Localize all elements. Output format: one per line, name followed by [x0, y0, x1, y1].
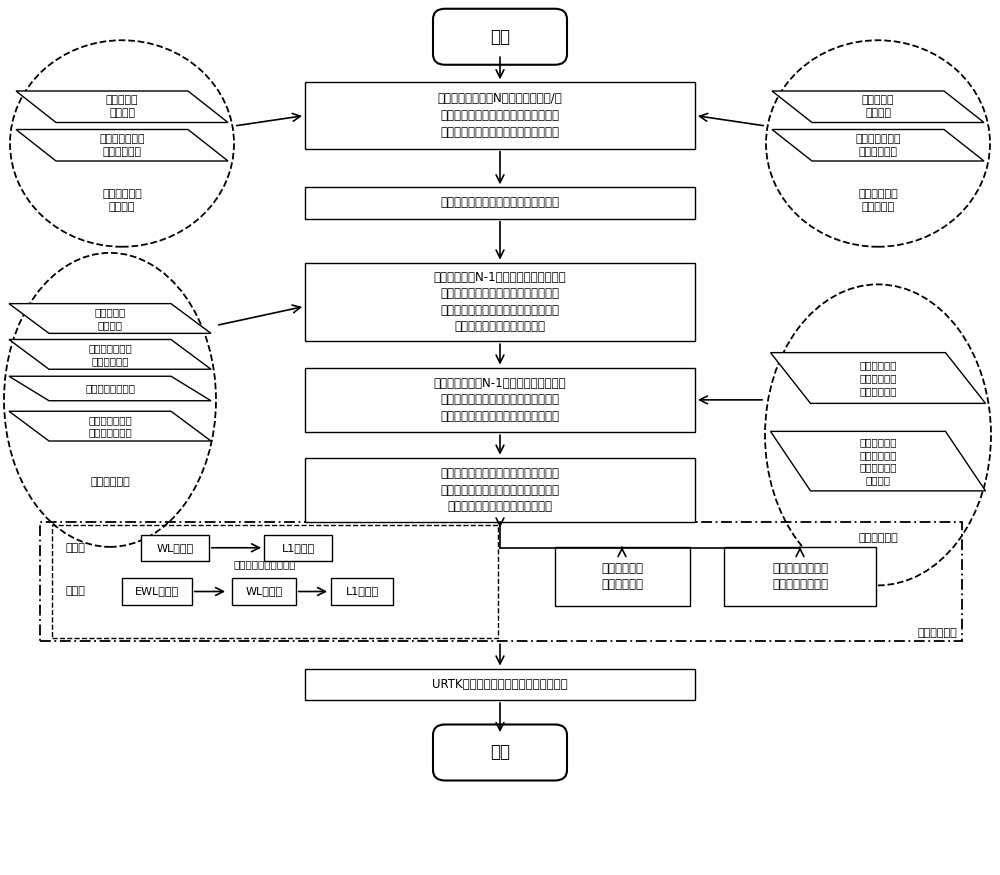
Text: WL模糊度: WL模糊度 — [245, 586, 283, 597]
Bar — [40, 522, 962, 641]
Text: 双频：: 双频： — [66, 542, 86, 553]
Text: 卖星硬件延迟误差: 卖星硬件延迟误差 — [85, 383, 135, 394]
Bar — [141, 535, 209, 561]
Text: URTK模糊度固定解对应的精密定位结果: URTK模糊度固定解对应的精密定位结果 — [432, 678, 568, 690]
Bar — [232, 578, 296, 605]
Text: 测站在星方向电
离层延迟误差: 测站在星方向电 离层延迟误差 — [855, 134, 901, 157]
FancyBboxPatch shape — [433, 724, 567, 780]
Text: 残余的天顶对
流层延迟估値: 残余的天顶对 流层延迟估値 — [601, 562, 643, 592]
FancyBboxPatch shape — [433, 9, 567, 65]
Polygon shape — [9, 304, 211, 333]
Text: 通过伪距单点定位获得用户处近似坐标: 通过伪距单点定位获得用户处近似坐标 — [440, 197, 560, 209]
Text: 天顶对流层
延迟误差: 天顶对流层 延迟误差 — [862, 95, 894, 118]
Text: L1模糊度: L1模糊度 — [281, 542, 315, 553]
Polygon shape — [16, 91, 228, 123]
Polygon shape — [770, 431, 986, 491]
Bar — [305, 187, 695, 219]
Bar — [331, 578, 393, 605]
Text: 测站在星方向电
离层延迟误差: 测站在星方向电 离层延迟误差 — [99, 134, 145, 157]
Bar — [52, 525, 498, 638]
Bar — [554, 547, 690, 606]
Text: 参数估计过程: 参数估计过程 — [917, 628, 957, 638]
Polygon shape — [9, 411, 211, 441]
Bar — [264, 535, 332, 561]
Polygon shape — [9, 340, 211, 369]
Text: 区域增强信息: 区域增强信息 — [90, 477, 130, 487]
Polygon shape — [770, 353, 986, 403]
Bar — [305, 458, 695, 522]
Text: 天顶对流层
延迟误差: 天顶对流层 延迟误差 — [94, 307, 126, 330]
Polygon shape — [772, 130, 984, 161]
Text: 测站在星方向
电离层延迟残
余误差的大小
和稳定性: 测站在星方向 电离层延迟残 余误差的大小 和稳定性 — [859, 437, 897, 486]
Bar — [724, 547, 876, 606]
Bar — [122, 578, 192, 605]
Text: 三频：: 三频： — [66, 586, 86, 597]
Text: 波长从长到短逐步固定: 波长从长到短逐步固定 — [234, 559, 296, 570]
Text: 选择用户周边N-1个较近的参考站，利用
所选参考站处播发的区域增强信息内插
得到用户处误差改正量，并对用户的载
波相位和伪距观测值进行精化: 选择用户周边N-1个较近的参考站，利用 所选参考站处播发的区域增强信息内插 得到… — [434, 270, 566, 333]
Text: 天顶对流层延
迟残余误差的
大小和稳定性: 天顶对流层延 迟残余误差的 大小和稳定性 — [859, 360, 897, 396]
Polygon shape — [9, 376, 211, 401]
Bar — [305, 668, 695, 700]
Text: WL模糊度: WL模糊度 — [156, 542, 194, 553]
Text: 用户在进行模糊度固定时，对测站天顶
方向残余的对流层延迟以及测站在星方
向残余的电离层延迟进行参数估计: 用户在进行模糊度固定时，对测站天顶 方向残余的对流层延迟以及测站在星方 向残余的… — [440, 467, 560, 513]
Text: 残余的测站在星方
向电离层延迟估値: 残余的测站在星方 向电离层延迟估値 — [772, 562, 828, 592]
Text: EWL模糊度: EWL模糊度 — [135, 586, 179, 597]
Text: 根据用户与所选N-1个参考站的位置关系
和当地时间动态设定用户观测值误差精
化后残余大气误差的先验精度和稳定性: 根据用户与所选N-1个参考站的位置关系 和当地时间动态设定用户观测值误差精 化后… — [434, 377, 566, 423]
Text: 消除对流层延迟
影响的伪距误差: 消除对流层延迟 影响的伪距误差 — [88, 415, 132, 438]
Bar — [305, 262, 695, 341]
Text: 前一天的区域
增强信息: 前一天的区域 增强信息 — [102, 189, 142, 212]
Text: 大气约束信息: 大气约束信息 — [858, 533, 898, 542]
Bar — [305, 368, 695, 432]
Polygon shape — [772, 91, 984, 123]
Text: L1模糊度: L1模糊度 — [345, 586, 379, 597]
Bar — [305, 82, 695, 149]
Text: 结束: 结束 — [490, 744, 510, 761]
Text: 测站在星方向电
离层延迟误差: 测站在星方向电 离层延迟误差 — [88, 343, 132, 366]
Text: 当前时刻的区
域增强信息: 当前时刻的区 域增强信息 — [858, 189, 898, 212]
Text: 开始: 开始 — [490, 28, 510, 46]
Text: 天顶对流层
延迟误差: 天顶对流层 延迟误差 — [106, 95, 138, 118]
Text: 利用用户所在地区N个参考站前一天/当
前时刻的区域增强信息对用户内插所得
模型精化信息的残余误差进行预报建模: 利用用户所在地区N个参考站前一天/当 前时刻的区域增强信息对用户内插所得 模型精… — [438, 93, 562, 138]
Polygon shape — [16, 130, 228, 161]
